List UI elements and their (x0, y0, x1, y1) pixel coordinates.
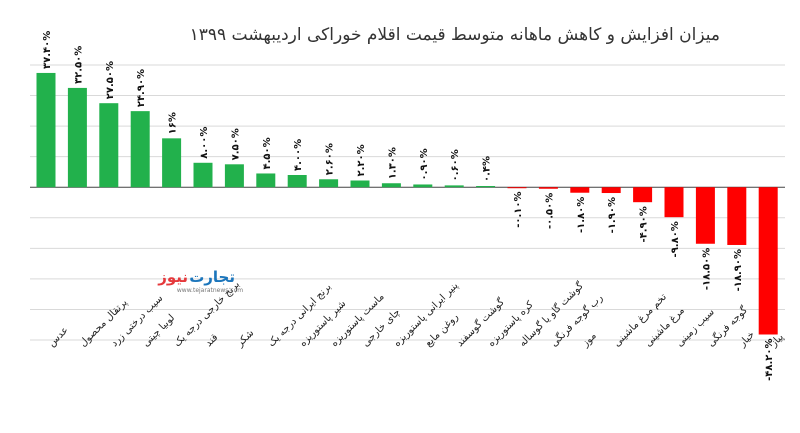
value-label: ۰.۹۰% (419, 148, 430, 180)
category-label: عدس (46, 325, 70, 349)
category-label: موز (579, 330, 598, 349)
bar (758, 187, 778, 335)
bar (224, 164, 244, 188)
bar (476, 186, 496, 188)
bar (130, 111, 150, 188)
bar (538, 187, 558, 189)
value-label: ۴.۵۰% (262, 137, 273, 169)
bar (319, 179, 339, 188)
value-label: ۲.۲۰% (356, 144, 367, 176)
value-label: ۲.۶۰% (325, 143, 336, 175)
value-label: ۷.۵۰% (230, 128, 241, 160)
bar (413, 184, 433, 188)
bar (727, 187, 747, 245)
value-label: ۰.۶۰% (450, 149, 461, 181)
bar (287, 175, 307, 188)
bar (570, 187, 590, 193)
bar (633, 187, 653, 203)
bar (193, 162, 213, 188)
value-label: -۹.۸۰% (670, 221, 681, 257)
bar (664, 187, 684, 218)
value-label: ۲۴.۹۰% (136, 69, 147, 107)
bar (695, 187, 715, 244)
value-label: -۱.۹۰% (607, 197, 618, 233)
logo-main-text: تجارت (189, 268, 235, 286)
value-label: ۲۷.۵۰% (105, 61, 116, 99)
value-label: ۸.۰۰% (199, 127, 210, 159)
value-label: -۱۸.۹۰% (733, 249, 744, 291)
chart-title: میزان افزایش و کاهش ماهانه متوسط قیمت اق… (190, 25, 720, 45)
bar (507, 187, 527, 189)
bar (162, 138, 182, 188)
bar (350, 180, 370, 188)
tejaratnews-logo: تجارت نیوز www.tejaratnews.com (157, 268, 243, 294)
value-labels: ۳۷.۴۰% ۳۲.۵۰% ۲۷.۵۰% ۲۴.۹۰% ۱۶% ۸.۰۰% ۷.۵۰% ۴.۵… (42, 31, 775, 381)
category-label: خیار (736, 329, 757, 350)
value-label: -۱.۸۰% (576, 197, 587, 233)
bar (256, 173, 276, 188)
value-label: -۰.۱۰% (513, 192, 524, 228)
logo-url-text: www.tejaratnews.com (177, 287, 243, 294)
category-label: رب گوجه فرنگی (548, 292, 605, 349)
bar (601, 187, 621, 194)
value-label: -۱۸.۵۰% (701, 248, 712, 290)
value-label: ۳۲.۵۰% (73, 46, 84, 84)
category-label: شکر (234, 328, 256, 350)
value-label: ۱۶% (168, 112, 179, 134)
bars (36, 72, 778, 335)
bar (36, 72, 56, 188)
bar (67, 87, 87, 188)
value-label: -۴۸.۲۰% (764, 339, 775, 381)
gridlines (30, 64, 785, 341)
bar (99, 103, 119, 188)
logo-accent-text: نیوز (157, 268, 188, 286)
value-label: -۴.۹۰% (639, 206, 650, 242)
category-label: قند (203, 332, 220, 349)
bar (381, 183, 401, 188)
value-label: ۱.۳۰% (387, 147, 398, 179)
value-label: ۰.۴% (482, 156, 493, 182)
bar (444, 185, 464, 188)
value-label: ۴.۰۰% (293, 139, 304, 171)
value-label: ۳۷.۴۰% (42, 31, 53, 69)
value-label: -۰.۵۰% (544, 193, 555, 229)
